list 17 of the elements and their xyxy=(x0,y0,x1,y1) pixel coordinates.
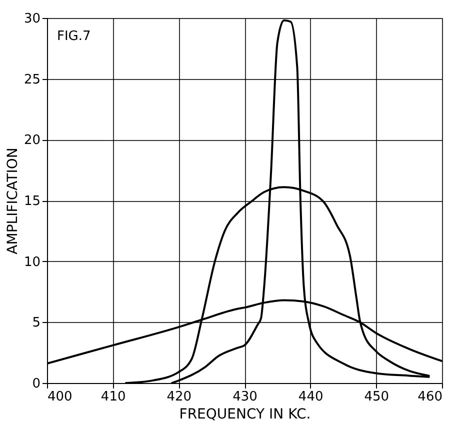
x-tick-label: 450 xyxy=(364,390,390,404)
x-tick-label: 410 xyxy=(100,390,126,404)
y-tick-label: 25 xyxy=(24,72,40,88)
x-tick-label: 430 xyxy=(232,390,258,404)
y-tick-label: 20 xyxy=(24,133,40,148)
y-tick-label: 5 xyxy=(32,316,40,331)
x-tick-label: 460 xyxy=(418,390,442,404)
y-axis-title: AMPLIFICATION xyxy=(4,148,21,254)
y-tick-label: 30 xyxy=(24,12,40,26)
y-tick-label: 0 xyxy=(32,376,40,392)
y-tick-label: 15 xyxy=(24,194,40,209)
annotation: FIG.7 xyxy=(57,29,91,44)
x-axis-title: FREQUENCY IN KC. xyxy=(179,406,311,422)
x-tick-label: 420 xyxy=(166,390,192,404)
x-tick-label: 400 xyxy=(48,390,72,404)
y-tick-label: 10 xyxy=(24,254,40,270)
x-tick-label: 440 xyxy=(298,390,324,404)
